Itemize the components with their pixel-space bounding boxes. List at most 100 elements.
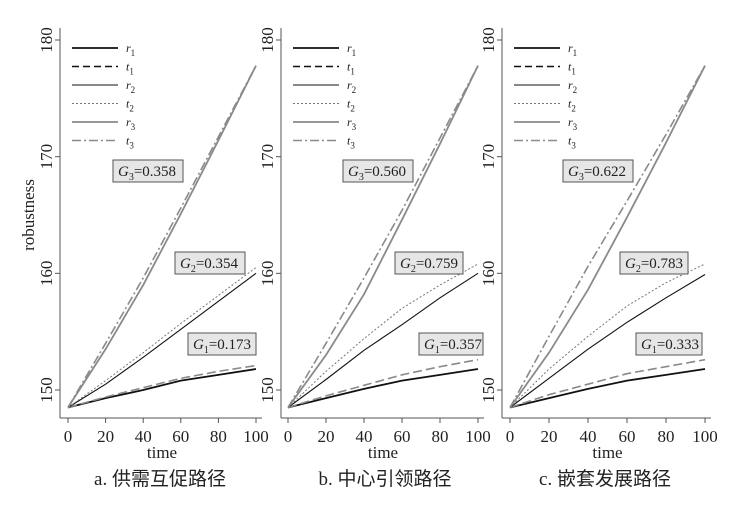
panel-caption: b. 中心引领路径 bbox=[318, 468, 451, 490]
x-tick-label: 40 bbox=[135, 427, 152, 446]
legend-subscript: 2 bbox=[571, 104, 576, 114]
legend-label: r3 bbox=[126, 115, 136, 132]
annotation-box bbox=[174, 251, 246, 275]
x-tick-label: 60 bbox=[172, 427, 189, 446]
x-axis-label: time bbox=[147, 443, 177, 462]
y-tick-label: 180 bbox=[37, 27, 56, 53]
legend-label: r2 bbox=[347, 78, 356, 95]
legend-label: t3 bbox=[126, 134, 134, 151]
legend-subscript: 1 bbox=[350, 67, 355, 77]
x-tick-label: 100 bbox=[465, 427, 491, 446]
annotation-box bbox=[342, 159, 414, 183]
series-line-r1 bbox=[509, 368, 706, 409]
y-tick-label: 160 bbox=[479, 261, 498, 287]
x-tick-label: 0 bbox=[284, 427, 293, 446]
annotation-label: G1=0.357 bbox=[424, 337, 483, 356]
x-tick-label: 80 bbox=[432, 427, 449, 446]
x-tick-label: 0 bbox=[506, 427, 515, 446]
series-line-t3 bbox=[509, 65, 706, 408]
legend-label: r3 bbox=[347, 115, 357, 132]
panel-3: 150 160 170 180 0 20 40 60 80 100 time c. 嵌套发展路径 r1 t… bbox=[479, 27, 718, 490]
y-tick-label: 180 bbox=[479, 27, 498, 53]
x-tick-label: 60 bbox=[619, 427, 636, 446]
x-tick-label: 40 bbox=[580, 427, 597, 446]
annotation-label: G3=0.358 bbox=[118, 164, 176, 183]
legend-subscript: 2 bbox=[129, 104, 134, 114]
y-axis-label: robustness bbox=[19, 179, 38, 251]
annotation-label: G3=0.622 bbox=[568, 164, 626, 183]
series-line-r1 bbox=[287, 368, 479, 409]
y-tick-label: 160 bbox=[37, 261, 56, 287]
legend-subscript: 3 bbox=[129, 141, 134, 151]
x-tick-label: 100 bbox=[243, 427, 269, 446]
legend-label: t1 bbox=[126, 60, 134, 77]
panel-1: 150 160 170 180 0 20 40 60 80 100 time a. 供需互促路径 r1 t… bbox=[37, 27, 269, 490]
series-line-r1 bbox=[67, 368, 257, 409]
series-line-t2 bbox=[67, 267, 257, 408]
x-tick-label: 80 bbox=[658, 427, 675, 446]
legend-label: r3 bbox=[568, 115, 578, 132]
y-tick-label: 150 bbox=[37, 377, 56, 403]
x-axis-label: time bbox=[368, 443, 398, 462]
annotation-box bbox=[112, 159, 184, 183]
x-tick-label: 20 bbox=[318, 427, 335, 446]
legend-subscript: 3 bbox=[571, 141, 576, 151]
x-tick-label: 20 bbox=[541, 427, 558, 446]
x-tick-label: 20 bbox=[97, 427, 114, 446]
y-tick-label: 170 bbox=[258, 144, 277, 170]
series-line-r3 bbox=[509, 65, 706, 409]
series-line-t2 bbox=[509, 263, 706, 408]
legend-subscript: 2 bbox=[131, 85, 136, 95]
legend-label: t2 bbox=[568, 97, 576, 114]
panel-caption: a. 供需互促路径 bbox=[94, 468, 226, 490]
legend-label: t1 bbox=[568, 60, 576, 77]
annotation-box bbox=[619, 251, 689, 275]
legend-label: r2 bbox=[568, 78, 577, 95]
annotation-label: G3=0.560 bbox=[348, 164, 406, 183]
x-tick-label: 0 bbox=[64, 427, 73, 446]
y-tick-label: 150 bbox=[479, 377, 498, 403]
legend-subscript: 2 bbox=[350, 104, 355, 114]
legend-subscript: 1 bbox=[129, 67, 134, 77]
annotation-label: G2=0.783 bbox=[625, 256, 683, 275]
legend-label: t3 bbox=[347, 134, 355, 151]
series-line-r2 bbox=[287, 272, 479, 408]
legend-label: t2 bbox=[347, 97, 355, 114]
legend-subscript: 1 bbox=[573, 48, 578, 58]
y-tick-label: 150 bbox=[258, 377, 277, 403]
legend-subscript: 3 bbox=[131, 122, 136, 132]
panel-2: 150 160 170 180 0 20 40 60 80 100 time b. 中心引领路径 r1 t… bbox=[258, 27, 491, 490]
x-tick-label: 40 bbox=[356, 427, 373, 446]
series-line-r3 bbox=[287, 65, 479, 409]
legend-subscript: 1 bbox=[571, 67, 576, 77]
x-tick-label: 100 bbox=[692, 427, 718, 446]
y-tick-label: 170 bbox=[479, 144, 498, 170]
legend-label: r1 bbox=[347, 41, 356, 58]
legend-subscript: 3 bbox=[350, 141, 355, 151]
annotation-box bbox=[635, 332, 703, 356]
series-line-r2 bbox=[67, 272, 257, 408]
series-line-r2 bbox=[509, 274, 706, 408]
panel-caption: c. 嵌套发展路径 bbox=[539, 468, 671, 490]
x-axis-label: time bbox=[592, 443, 622, 462]
legend-subscript: 1 bbox=[352, 48, 357, 58]
y-tick-label: 180 bbox=[258, 27, 277, 53]
legend-subscript: 1 bbox=[131, 48, 136, 58]
series-line-t1 bbox=[67, 364, 257, 409]
legend-subscript: 2 bbox=[573, 85, 578, 95]
legend-label: t2 bbox=[126, 97, 134, 114]
legend-label: r1 bbox=[126, 41, 135, 58]
annotation-box bbox=[418, 332, 484, 356]
legend-label: r2 bbox=[126, 78, 135, 95]
annotation-label: G1=0.173 bbox=[193, 337, 251, 356]
x-tick-label: 80 bbox=[210, 427, 227, 446]
legend-label: r1 bbox=[568, 41, 577, 58]
series-line-r3 bbox=[67, 65, 257, 408]
legend-label: t3 bbox=[568, 134, 576, 151]
annotation-label: G2=0.354 bbox=[180, 256, 239, 275]
series-line-t3 bbox=[287, 65, 479, 408]
series-line-t1 bbox=[509, 358, 706, 409]
series-line-t3 bbox=[67, 65, 257, 408]
series-line-t1 bbox=[287, 358, 479, 409]
